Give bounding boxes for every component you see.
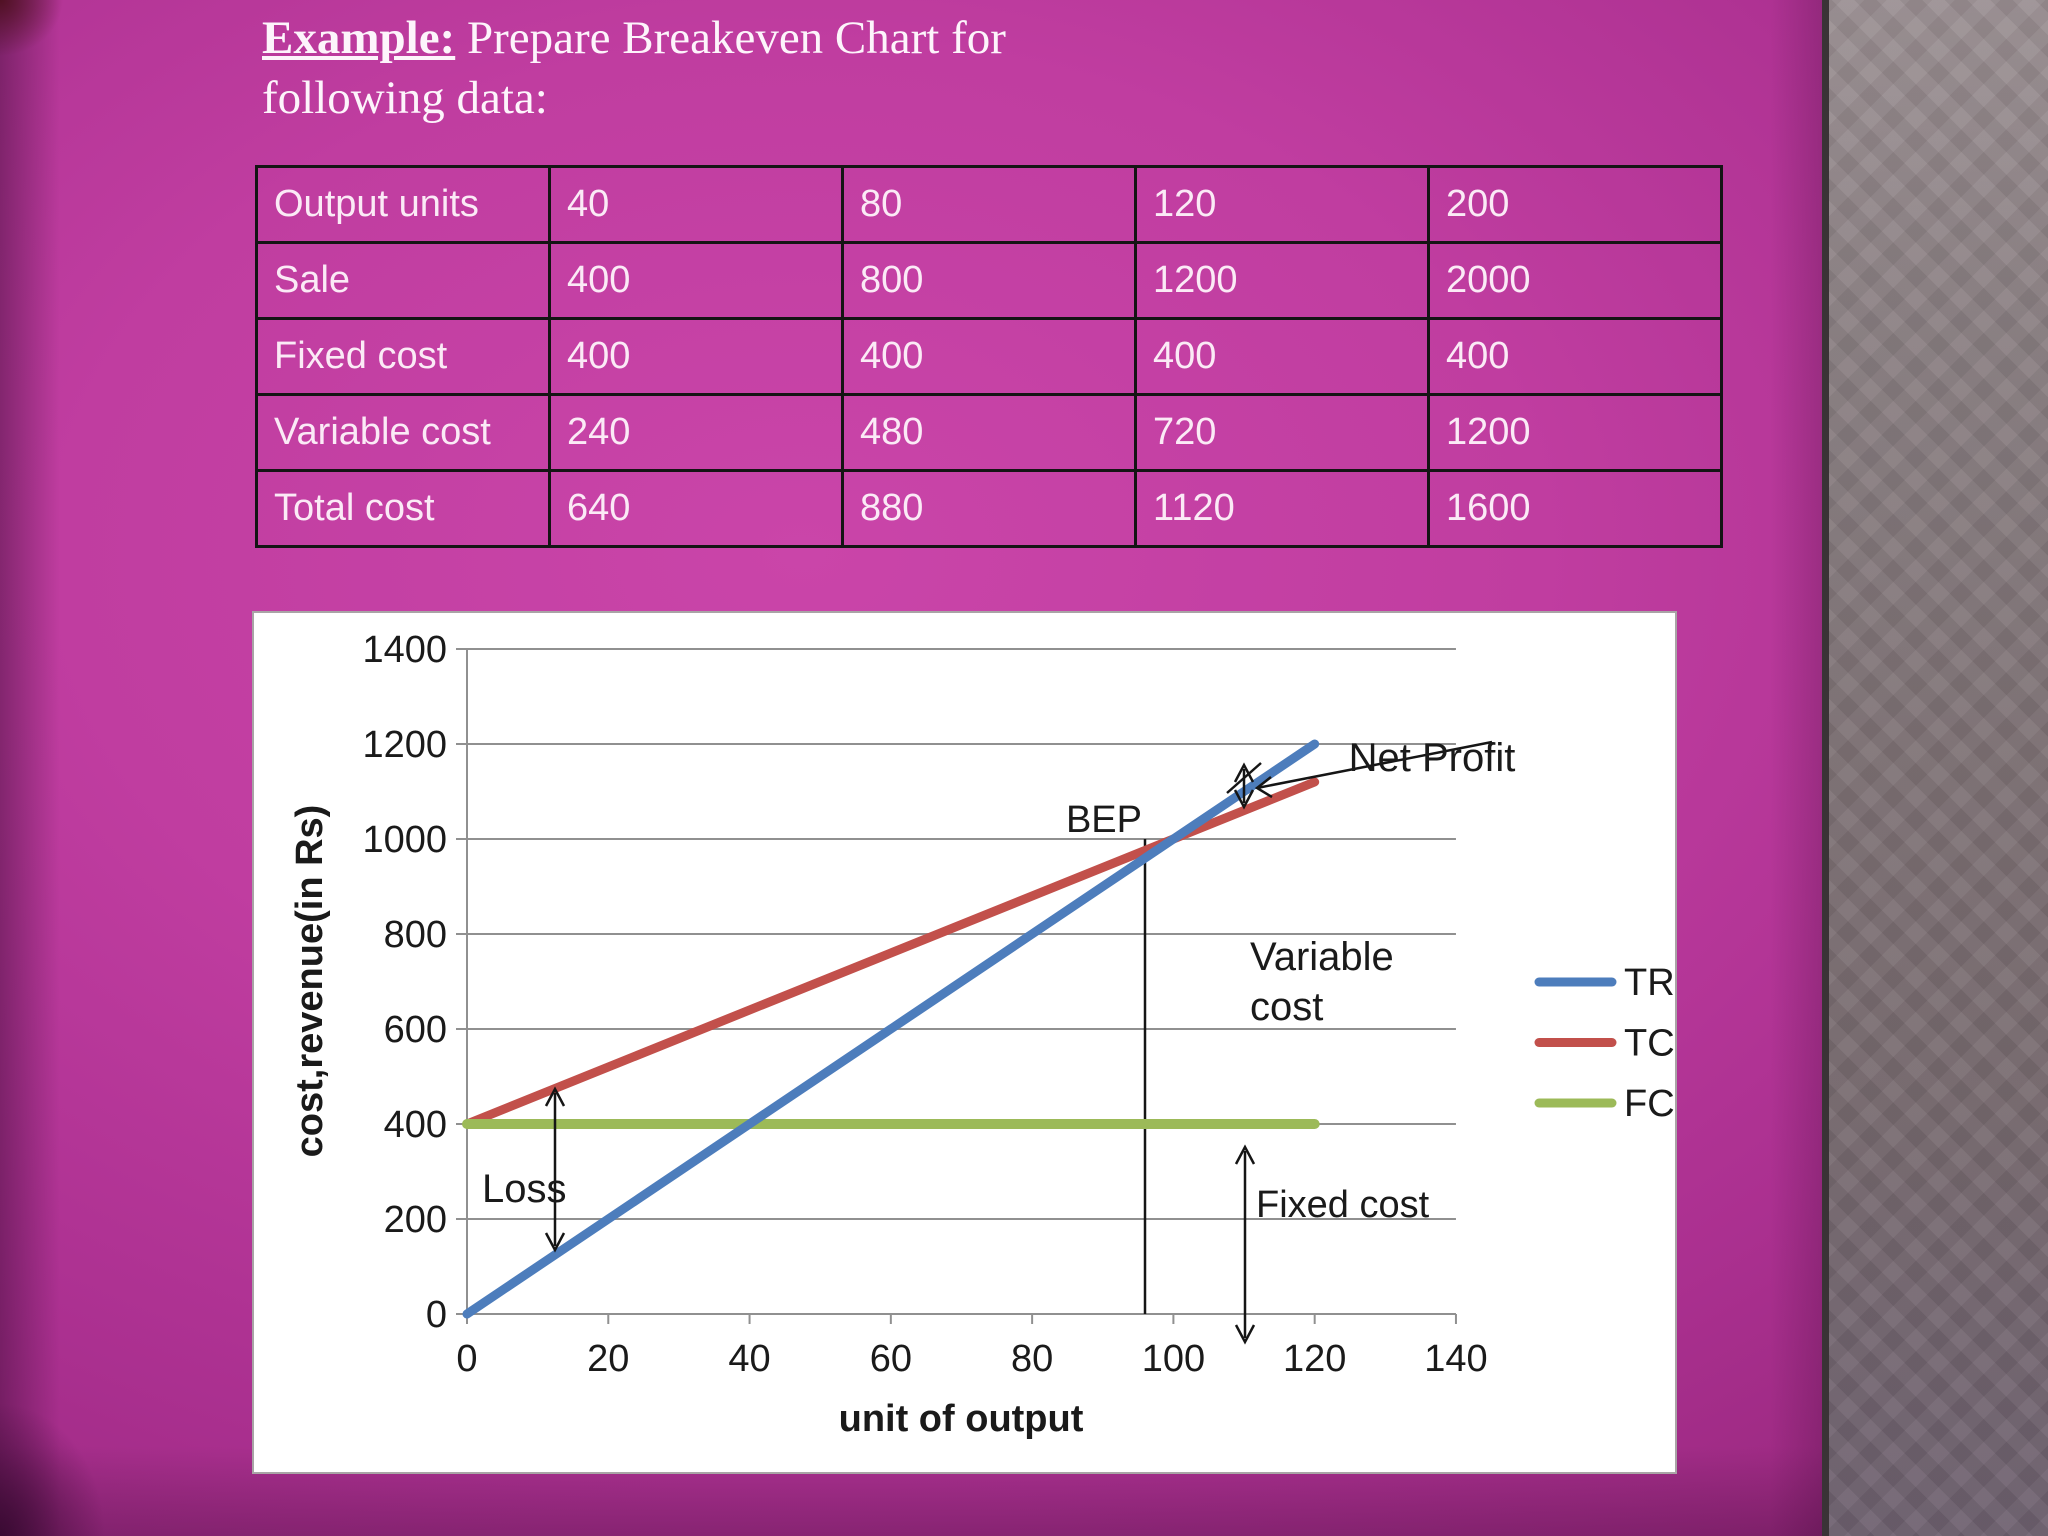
y-tick-label: 600 — [384, 1009, 447, 1051]
table-row: Fixed cost 400 400 400 400 — [255, 317, 1723, 396]
table-cell: 40 — [548, 165, 844, 244]
decorative-side-band — [1822, 0, 2048, 1536]
title-rest: Prepare Breakeven Chart for — [455, 12, 1006, 64]
loss-arrow-head — [544, 1232, 566, 1253]
x-tick-label: 80 — [1011, 1338, 1053, 1380]
slide-title: Example: Prepare Breakeven Chart for fol… — [262, 8, 1462, 128]
variable-cost-label: Variable — [1250, 935, 1394, 979]
y-tick-label: 800 — [384, 914, 447, 956]
bep-label: BEP — [1066, 799, 1142, 841]
table-cell: 1600 — [1427, 469, 1723, 548]
table-row-label: Fixed cost — [255, 317, 551, 396]
title-line-2: following data: — [262, 72, 548, 124]
net-profit-label: Net Profit — [1349, 736, 1516, 780]
net-profit-leader-head — [1254, 776, 1273, 799]
x-tick-label: 120 — [1283, 1338, 1346, 1380]
table-cell: 400 — [1427, 317, 1723, 396]
title-keyword: Example: — [262, 12, 456, 64]
title-line-1: Example: Prepare Breakeven Chart for — [262, 8, 1462, 68]
breakeven-data-table: Output units 40 80 120 200 Sale 400 800 1200 2000… — [255, 165, 1723, 548]
table-row-label: Output units — [255, 165, 551, 244]
table-cell: 80 — [841, 165, 1137, 244]
loss-arrow-head — [544, 1086, 566, 1107]
variable-cost-label: cost — [1250, 985, 1323, 1029]
table-cell: 720 — [1134, 393, 1430, 472]
x-tick-label: 0 — [456, 1338, 477, 1380]
legend-label-TC: TC — [1624, 1023, 1675, 1065]
table-cell: 640 — [548, 469, 844, 548]
table-cell: 1120 — [1134, 469, 1430, 548]
net-profit-arrow-head — [1233, 762, 1255, 783]
y-tick-label: 1200 — [362, 724, 447, 766]
y-tick-label: 200 — [384, 1199, 447, 1241]
table-cell: 240 — [548, 393, 844, 472]
table-cell: 120 — [1134, 165, 1430, 244]
table-cell: 800 — [841, 241, 1137, 320]
table-cell: 480 — [841, 393, 1137, 472]
table-row-label: Sale — [255, 241, 551, 320]
net-profit-arrow-slash — [1226, 762, 1262, 794]
table-row-label: Variable cost — [255, 393, 551, 472]
series-line-TR — [462, 739, 1320, 1319]
breakeven-chart: 0 200 400 600 800 1000 1200 1400 0 20 40 60 80 100 120… — [252, 611, 1677, 1474]
y-tick-label: 0 — [426, 1294, 447, 1336]
x-axis-title: unit of output — [839, 1398, 1084, 1440]
legend-label-TR: TR — [1624, 962, 1675, 1004]
breakeven-chart-svg: 0 200 400 600 800 1000 1200 1400 0 20 40 60 80 100 120… — [289, 629, 1675, 1440]
x-tick-label: 60 — [870, 1338, 912, 1380]
table-row: Output units 40 80 120 200 — [255, 165, 1723, 244]
y-tick-label: 400 — [384, 1104, 447, 1146]
y-tick-label: 1400 — [362, 629, 447, 671]
table-cell: 1200 — [1427, 393, 1723, 472]
fixed-cost-arrow-head — [1234, 1144, 1256, 1165]
fixed-cost-arrow-head — [1234, 1324, 1256, 1345]
table-row: Variable cost 240 480 720 1200 — [255, 393, 1723, 472]
net-profit-leader — [1256, 740, 1493, 790]
table-cell: 400 — [548, 241, 844, 320]
table-cell: 880 — [841, 469, 1137, 548]
x-tick-label: 40 — [728, 1338, 770, 1380]
x-tick-label: 100 — [1142, 1338, 1205, 1380]
fixed-cost-label: Fixed cost — [1256, 1184, 1430, 1226]
table-cell: 400 — [841, 317, 1137, 396]
x-tick-label: 20 — [587, 1338, 629, 1380]
net-profit-arrow-head — [1233, 789, 1255, 810]
table-row: Total cost 640 880 1120 1600 — [255, 469, 1723, 548]
table-cell: 400 — [1134, 317, 1430, 396]
legend-label-FC: FC — [1624, 1083, 1675, 1125]
table-cell: 1200 — [1134, 241, 1430, 320]
loss-label: Loss — [482, 1167, 567, 1211]
y-tick-label: 1000 — [362, 819, 447, 861]
table-cell: 400 — [548, 317, 844, 396]
x-tick-label: 140 — [1424, 1338, 1487, 1380]
table-row: Sale 400 800 1200 2000 — [255, 241, 1723, 320]
table-cell: 200 — [1427, 165, 1723, 244]
table-cell: 2000 — [1427, 241, 1723, 320]
y-axis-title: cost,revenue(in Rs) — [289, 805, 331, 1158]
table-row-label: Total cost — [255, 469, 551, 548]
